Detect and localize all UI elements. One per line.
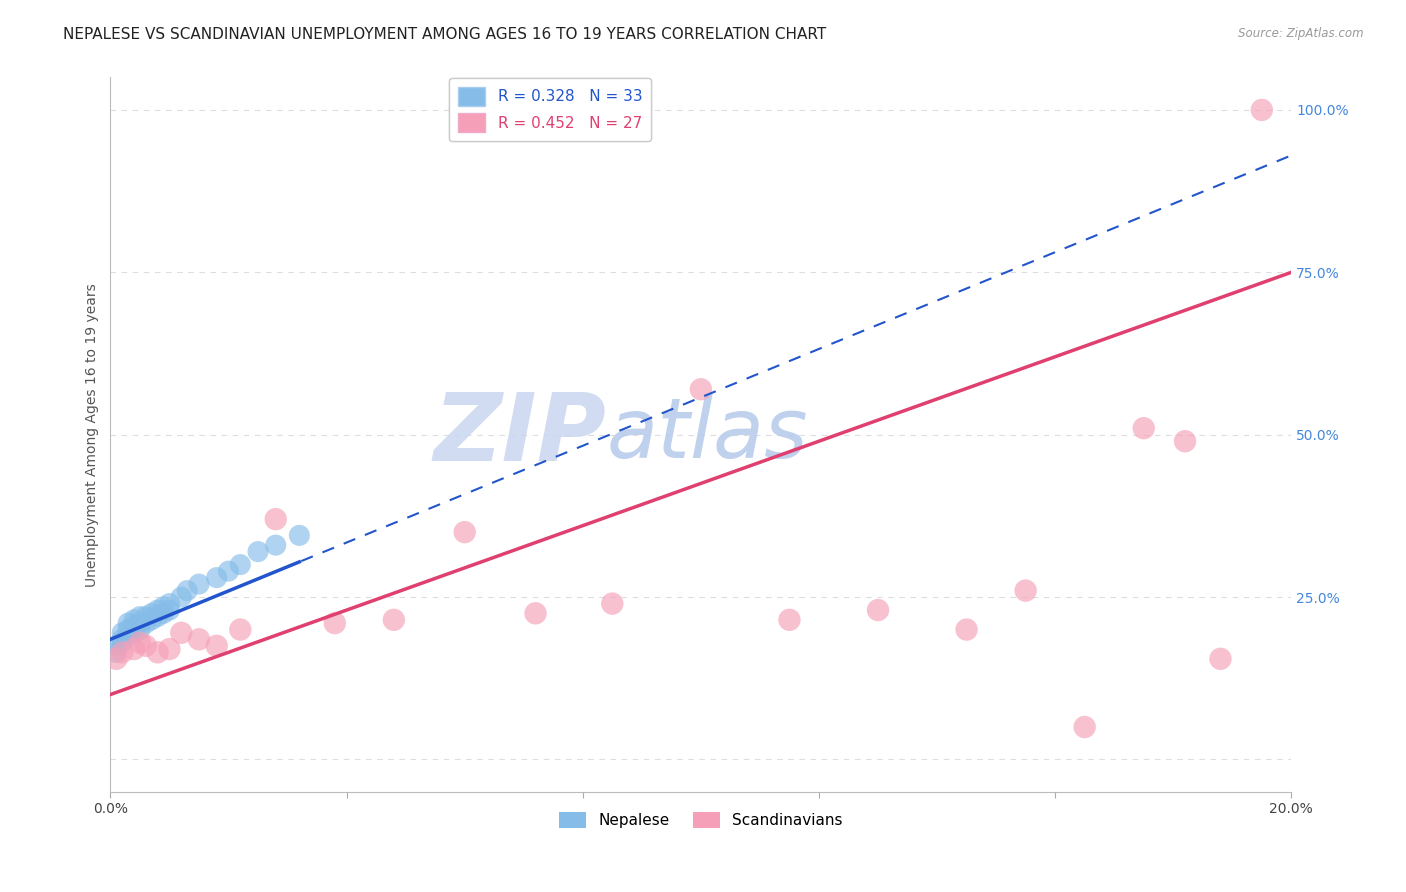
Point	[117, 623, 139, 637]
Point	[111, 645, 134, 659]
Point	[135, 616, 157, 631]
Point	[122, 613, 145, 627]
Point	[105, 639, 128, 653]
Point	[229, 558, 252, 572]
Y-axis label: Unemployment Among Ages 16 to 19 years: Unemployment Among Ages 16 to 19 years	[86, 283, 100, 587]
Point	[105, 652, 128, 666]
Legend: Nepalese, Scandinavians: Nepalese, Scandinavians	[553, 805, 849, 834]
Point	[778, 613, 800, 627]
Point	[1250, 103, 1272, 117]
Point	[129, 609, 152, 624]
Point	[129, 616, 152, 631]
Point	[170, 590, 193, 604]
Point	[288, 528, 311, 542]
Point	[955, 623, 977, 637]
Point	[152, 607, 174, 621]
Point	[264, 538, 287, 552]
Point	[105, 645, 128, 659]
Point	[146, 603, 169, 617]
Point	[159, 603, 181, 617]
Point	[454, 525, 477, 540]
Point	[218, 564, 240, 578]
Point	[1132, 421, 1154, 435]
Point	[122, 625, 145, 640]
Point	[1209, 652, 1232, 666]
Point	[135, 609, 157, 624]
Point	[122, 619, 145, 633]
Point	[524, 607, 547, 621]
Point	[129, 635, 152, 649]
Point	[1174, 434, 1197, 449]
Point	[170, 625, 193, 640]
Point	[689, 382, 711, 396]
Point	[111, 625, 134, 640]
Point	[159, 597, 181, 611]
Point	[141, 607, 163, 621]
Point	[382, 613, 405, 627]
Point	[188, 632, 211, 647]
Point	[117, 616, 139, 631]
Point	[176, 583, 198, 598]
Point	[1014, 583, 1036, 598]
Point	[111, 632, 134, 647]
Point	[247, 544, 270, 558]
Point	[111, 635, 134, 649]
Point	[146, 645, 169, 659]
Point	[188, 577, 211, 591]
Point	[122, 642, 145, 657]
Text: NEPALESE VS SCANDINAVIAN UNEMPLOYMENT AMONG AGES 16 TO 19 YEARS CORRELATION CHAR: NEPALESE VS SCANDINAVIAN UNEMPLOYMENT AM…	[63, 27, 827, 42]
Point	[229, 623, 252, 637]
Point	[135, 639, 157, 653]
Text: ZIP: ZIP	[433, 389, 606, 481]
Point	[146, 609, 169, 624]
Point	[323, 616, 346, 631]
Point	[159, 642, 181, 657]
Point	[205, 639, 228, 653]
Point	[1073, 720, 1095, 734]
Point	[141, 613, 163, 627]
Text: Source: ZipAtlas.com: Source: ZipAtlas.com	[1239, 27, 1364, 40]
Point	[866, 603, 889, 617]
Point	[600, 597, 623, 611]
Text: atlas: atlas	[606, 394, 808, 475]
Point	[129, 623, 152, 637]
Point	[264, 512, 287, 526]
Point	[117, 629, 139, 643]
Point	[205, 571, 228, 585]
Point	[152, 599, 174, 614]
